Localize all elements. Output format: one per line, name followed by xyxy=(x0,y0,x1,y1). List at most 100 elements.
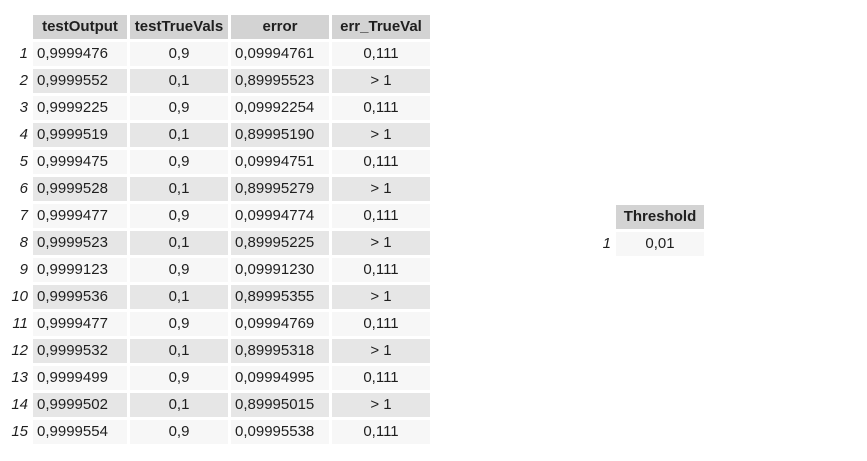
cell-testtruevals: 0,1 xyxy=(130,177,228,201)
cell-testoutput: 0,9999523 xyxy=(33,231,127,255)
row-index: 1 xyxy=(19,45,28,62)
row-index: 9 xyxy=(19,261,28,278)
cell-testoutput: 0,9999477 xyxy=(33,312,127,336)
cell-testtruevals: 0,9 xyxy=(130,150,228,174)
cell-error: 0,89995318 xyxy=(231,339,329,363)
row-index: 7 xyxy=(19,207,28,224)
cell-error: 0,09991230 xyxy=(231,258,329,282)
cell-testtruevals: 0,9 xyxy=(130,312,228,336)
table-row: 11 0,9999477 0,9 0,09994769 0,111 xyxy=(8,312,430,336)
header-row: Threshold xyxy=(597,205,704,229)
cell-testtruevals: 0,1 xyxy=(130,285,228,309)
cell-err-trueval: 0,111 xyxy=(332,204,430,228)
cell-error: 0,89995225 xyxy=(231,231,329,255)
row-index: 1 xyxy=(602,235,611,252)
row-index: 15 xyxy=(11,423,28,440)
table-row: 8 0,9999523 0,1 0,89995225 > 1 xyxy=(8,231,430,255)
column-header-err-trueval: err_TrueVal xyxy=(332,15,430,39)
cell-testoutput: 0,9999554 xyxy=(33,420,127,444)
table-row: 2 0,9999552 0,1 0,89995523 > 1 xyxy=(8,69,430,93)
cell-err-trueval: > 1 xyxy=(332,285,430,309)
cell-error: 0,89995279 xyxy=(231,177,329,201)
cell-error: 0,09992254 xyxy=(231,96,329,120)
cell-testoutput: 0,9999532 xyxy=(33,339,127,363)
cell-error: 0,09994774 xyxy=(231,204,329,228)
cell-threshold: 0,01 xyxy=(616,232,704,256)
cell-testoutput: 0,9999476 xyxy=(33,42,127,66)
corner-cell xyxy=(8,15,30,39)
row-index: 6 xyxy=(19,180,28,197)
table-row: 9 0,9999123 0,9 0,09991230 0,111 xyxy=(8,258,430,282)
cell-error: 0,89995190 xyxy=(231,123,329,147)
cell-testtruevals: 0,9 xyxy=(130,420,228,444)
cell-err-trueval: > 1 xyxy=(332,231,430,255)
table-row: 5 0,9999475 0,9 0,09994751 0,111 xyxy=(8,150,430,174)
column-header-threshold: Threshold xyxy=(616,205,704,229)
cell-testoutput: 0,9999123 xyxy=(33,258,127,282)
cell-err-trueval: 0,111 xyxy=(332,312,430,336)
cell-error: 0,09994995 xyxy=(231,366,329,390)
cell-testtruevals: 0,9 xyxy=(130,258,228,282)
cell-testtruevals: 0,9 xyxy=(130,96,228,120)
table-row: 4 0,9999519 0,1 0,89995190 > 1 xyxy=(8,123,430,147)
cell-testtruevals: 0,1 xyxy=(130,339,228,363)
cell-error: 0,09994769 xyxy=(231,312,329,336)
cell-testoutput: 0,9999528 xyxy=(33,177,127,201)
column-header-error: error xyxy=(231,15,329,39)
column-header-testtruevals: testTrueVals xyxy=(130,15,228,39)
cell-err-trueval: 0,111 xyxy=(332,150,430,174)
cell-testoutput: 0,9999552 xyxy=(33,69,127,93)
cell-testtruevals: 0,1 xyxy=(130,231,228,255)
cell-error: 0,89995015 xyxy=(231,393,329,417)
cell-err-trueval: 0,111 xyxy=(332,42,430,66)
cell-err-trueval: > 1 xyxy=(332,177,430,201)
row-index: 5 xyxy=(19,153,28,170)
cell-testoutput: 0,9999536 xyxy=(33,285,127,309)
cell-err-trueval: > 1 xyxy=(332,393,430,417)
column-header-testoutput: testOutput xyxy=(33,15,127,39)
table-row: 15 0,9999554 0,9 0,09995538 0,111 xyxy=(8,420,430,444)
cell-err-trueval: 0,111 xyxy=(332,366,430,390)
cell-testtruevals: 0,9 xyxy=(130,42,228,66)
cell-err-trueval: 0,111 xyxy=(332,420,430,444)
cell-err-trueval: 0,111 xyxy=(332,96,430,120)
cell-err-trueval: > 1 xyxy=(332,69,430,93)
table-row: 12 0,9999532 0,1 0,89995318 > 1 xyxy=(8,339,430,363)
cell-testoutput: 0,9999519 xyxy=(33,123,127,147)
cell-error: 0,89995355 xyxy=(231,285,329,309)
cell-testoutput: 0,9999502 xyxy=(33,393,127,417)
cell-testtruevals: 0,1 xyxy=(130,69,228,93)
row-index: 10 xyxy=(11,288,28,305)
row-index: 4 xyxy=(19,126,28,143)
corner-cell xyxy=(597,205,613,229)
header-row: testOutput testTrueVals error err_TrueVa… xyxy=(8,15,430,39)
row-index: 11 xyxy=(12,315,28,332)
cell-testtruevals: 0,9 xyxy=(130,366,228,390)
row-index: 13 xyxy=(11,369,28,386)
row-index: 3 xyxy=(19,99,28,116)
row-index: 2 xyxy=(19,72,28,89)
cell-err-trueval: > 1 xyxy=(332,123,430,147)
cell-testtruevals: 0,1 xyxy=(130,123,228,147)
cell-testtruevals: 0,9 xyxy=(130,204,228,228)
table-row: 14 0,9999502 0,1 0,89995015 > 1 xyxy=(8,393,430,417)
row-index: 8 xyxy=(19,234,28,251)
cell-error: 0,09995538 xyxy=(231,420,329,444)
cell-err-trueval: > 1 xyxy=(332,339,430,363)
cell-testtruevals: 0,1 xyxy=(130,393,228,417)
row-index: 12 xyxy=(11,342,28,359)
row-index: 14 xyxy=(11,396,28,413)
cell-testoutput: 0,9999475 xyxy=(33,150,127,174)
table-row: 10 0,9999536 0,1 0,89995355 > 1 xyxy=(8,285,430,309)
cell-testoutput: 0,9999477 xyxy=(33,204,127,228)
cell-error: 0,09994761 xyxy=(231,42,329,66)
cell-testoutput: 0,9999225 xyxy=(33,96,127,120)
table-row: 1 0,01 xyxy=(597,232,704,256)
cell-error: 0,09994751 xyxy=(231,150,329,174)
table-row: 6 0,9999528 0,1 0,89995279 > 1 xyxy=(8,177,430,201)
results-table: testOutput testTrueVals error err_TrueVa… xyxy=(5,12,433,447)
cell-testoutput: 0,9999499 xyxy=(33,366,127,390)
table-row: 7 0,9999477 0,9 0,09994774 0,111 xyxy=(8,204,430,228)
table-row: 13 0,9999499 0,9 0,09994995 0,111 xyxy=(8,366,430,390)
threshold-table: Threshold 1 0,01 xyxy=(594,202,707,259)
